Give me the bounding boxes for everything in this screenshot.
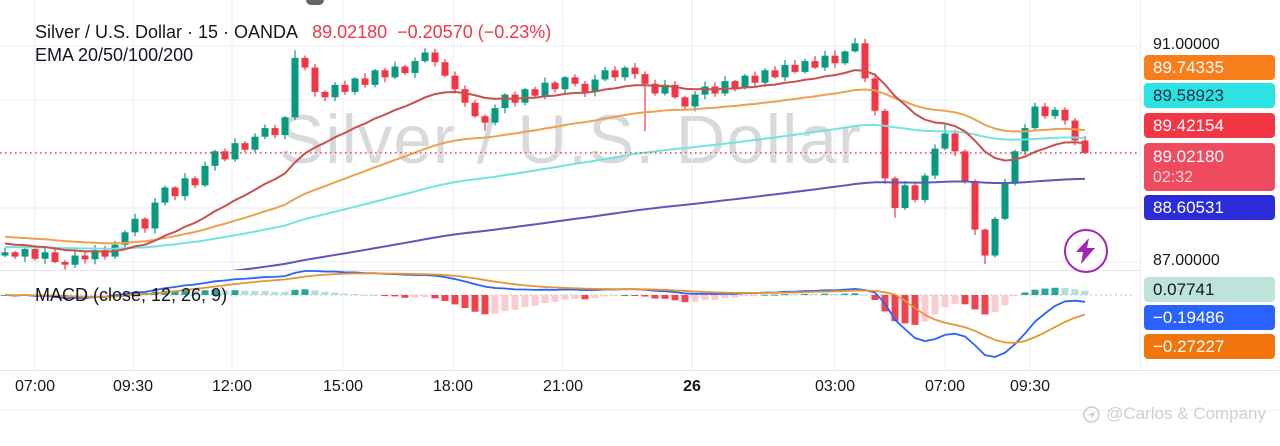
credit-watermark: @Carlos & Company	[1083, 404, 1266, 424]
macd-line-value-pill: −0.19486	[1144, 305, 1275, 330]
symbol-title: Silver / U.S. Dollar · 15 · OANDA	[35, 22, 299, 42]
last-price-value: 89.02180	[1153, 147, 1224, 166]
time-tick: 07:00	[14, 378, 56, 395]
lightning-icon	[1076, 238, 1095, 264]
credit-text: @Carlos & Company	[1106, 404, 1266, 423]
price-tick: 87.00000	[1153, 252, 1220, 269]
instant-trading-button[interactable]	[1064, 229, 1108, 273]
time-tick: 09:30	[112, 378, 154, 395]
ema200-value-pill: 88.60531	[1144, 195, 1275, 220]
last-price-pill: 89.02180 02:32	[1144, 143, 1275, 191]
cropped-ui-artifact	[306, 0, 324, 5]
time-tick: 15:00	[322, 378, 364, 395]
time-axis[interactable]: 07:00 09:30 12:00 15:00 18:00 21:00 26 0…	[0, 370, 1280, 402]
paper-plane-icon	[1083, 405, 1100, 423]
time-tick: 09:30	[1009, 378, 1051, 395]
price-tick: 91.00000	[1153, 36, 1220, 53]
time-tick: 07:00	[924, 378, 966, 395]
time-tick: 18:00	[432, 378, 474, 395]
time-tick: 03:00	[814, 378, 856, 395]
chart-canvas[interactable]	[0, 0, 1140, 370]
bottom-divider	[0, 410, 1280, 411]
time-tick-date: 26	[683, 378, 701, 395]
symbol-legend[interactable]: Silver / U.S. Dollar · 15 · OANDA 89.0218…	[35, 20, 551, 44]
quote-change: −0.20570 (−0.23%)	[397, 22, 552, 42]
macd-hist-value-pill: 0.07741	[1144, 277, 1275, 302]
time-tick: 12:00	[211, 378, 253, 395]
time-tick: 21:00	[542, 378, 584, 395]
ema-legend[interactable]: EMA 20/50/100/200	[35, 45, 194, 65]
ema20-value-pill: 89.42154	[1144, 113, 1275, 138]
macd-legend[interactable]: MACD (close, 12, 26, 9)	[35, 285, 228, 305]
ema100-value-pill: 89.58923	[1144, 83, 1275, 108]
macd-signal-value-pill: −0.27227	[1144, 334, 1275, 359]
last-quote: 89.02180	[312, 22, 388, 42]
price-scale[interactable]: 91.00000 87.00000 89.74335 89.58923 89.4…	[1140, 0, 1280, 400]
bar-countdown: 02:32	[1153, 169, 1194, 186]
ema50-value-pill: 89.74335	[1144, 55, 1275, 80]
